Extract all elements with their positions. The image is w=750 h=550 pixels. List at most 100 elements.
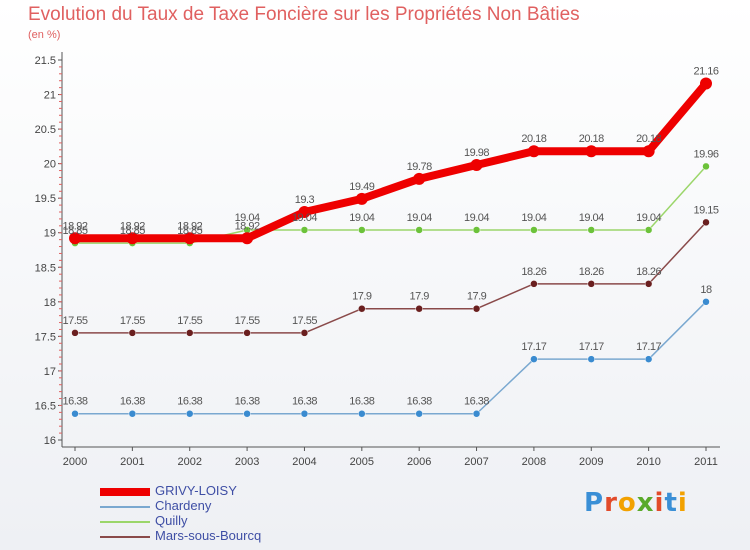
data-label-grivy-loisy: 18.92 <box>235 220 260 232</box>
data-label-quilly: 18.85 <box>177 225 202 237</box>
data-point-chardeny <box>300 409 309 418</box>
data-label-mars-sous-bourcq: 17.55 <box>235 315 260 327</box>
data-point-grivy-loisy <box>470 159 483 172</box>
data-point-mars-sous-bourcq <box>185 329 194 337</box>
data-label-grivy-loisy: 20.18 <box>579 133 604 145</box>
data-point-mars-sous-bourcq <box>300 329 309 337</box>
data-point-mars-sous-bourcq <box>128 329 137 337</box>
data-point-quilly <box>415 226 423 234</box>
x-tick-label: 2010 <box>636 456 660 468</box>
data-label-chardeny: 16.38 <box>464 396 489 408</box>
data-label-quilly: 19.04 <box>292 212 317 224</box>
y-tick-label: 21.5 <box>35 55 56 67</box>
data-point-grivy-loisy <box>642 145 655 158</box>
y-tick-label: 20 <box>44 159 56 171</box>
data-point-mars-sous-bourcq <box>587 280 596 288</box>
y-tick-label: 16.5 <box>35 400 56 412</box>
x-tick-label: 2000 <box>63 456 87 468</box>
logo-letter: i <box>654 488 665 518</box>
data-label-chardeny: 17.17 <box>521 341 546 353</box>
data-label-chardeny: 16.38 <box>120 396 145 408</box>
y-tick-label: 18 <box>44 297 56 309</box>
legend-label: Chardeny <box>155 498 212 513</box>
y-tick-label: 20.5 <box>35 124 56 136</box>
chart-title: Evolution du Taux de Taxe Foncière sur l… <box>28 4 580 25</box>
x-tick-label: 2002 <box>177 456 201 468</box>
data-point-mars-sous-bourcq <box>358 304 366 313</box>
data-label-quilly: 19.04 <box>636 212 661 224</box>
data-point-chardeny <box>71 409 79 418</box>
data-point-grivy-loisy <box>413 172 426 185</box>
x-tick-label: 2001 <box>120 456 144 468</box>
logo-letter: P <box>584 488 605 518</box>
data-point-mars-sous-bourcq <box>243 329 251 337</box>
data-label-mars-sous-bourcq: 17.55 <box>120 315 145 327</box>
legend-label: GRIVY-LOISY <box>155 483 237 498</box>
data-point-mars-sous-bourcq <box>415 304 423 313</box>
data-label-grivy-loisy: 18.92 <box>120 220 145 232</box>
legend-swatch <box>100 536 150 538</box>
data-label-quilly: 18.85 <box>120 225 145 237</box>
y-tick-label: 18.5 <box>35 262 56 274</box>
logo-letter: r <box>604 488 618 518</box>
data-label-quilly: 18.85 <box>62 225 87 237</box>
data-point-grivy-loisy <box>183 232 196 245</box>
data-label-chardeny: 16.38 <box>349 396 374 408</box>
y-tick-label: 19.5 <box>35 193 56 205</box>
data-point-quilly <box>358 226 366 234</box>
data-label-mars-sous-bourcq: 17.55 <box>177 315 202 327</box>
data-label-quilly: 19.04 <box>407 212 432 224</box>
y-tick-label: 21 <box>44 90 56 102</box>
data-label-grivy-loisy: 18.92 <box>62 220 87 232</box>
data-point-mars-sous-bourcq <box>71 329 79 337</box>
data-point-grivy-loisy <box>527 145 540 158</box>
x-tick-label: 2006 <box>407 456 431 468</box>
data-label-grivy-loisy: 19.98 <box>464 147 489 159</box>
data-label-chardeny: 16.38 <box>407 396 432 408</box>
data-point-grivy-loisy <box>585 145 598 158</box>
data-point-grivy-loisy <box>69 232 81 245</box>
data-label-chardeny: 16.38 <box>292 396 317 408</box>
data-point-grivy-loisy <box>298 206 311 218</box>
data-label-grivy-loisy: 19.49 <box>349 181 374 193</box>
data-label-quilly: 19.04 <box>235 212 260 224</box>
x-tick-label: 2009 <box>579 456 603 468</box>
data-label-chardeny: 16.38 <box>62 396 87 408</box>
x-tick-label: 2003 <box>235 456 259 468</box>
data-label-quilly: 19.04 <box>521 212 546 224</box>
data-label-mars-sous-bourcq: 17.55 <box>292 315 317 327</box>
data-label-grivy-loisy: 20.18 <box>636 133 661 145</box>
series-line-quilly <box>74 165 707 244</box>
data-label-grivy-loisy: 21.16 <box>693 65 718 77</box>
data-point-quilly <box>644 226 653 234</box>
data-point-chardeny <box>128 409 137 418</box>
data-label-mars-sous-bourcq: 17.9 <box>352 291 372 303</box>
data-label-mars-sous-bourcq: 17.9 <box>409 291 429 303</box>
legend-swatch <box>100 521 150 523</box>
legend-swatch <box>100 506 150 508</box>
data-label-chardeny: 16.38 <box>235 396 260 408</box>
data-label-chardeny: 18 <box>700 284 712 296</box>
data-point-quilly <box>530 226 538 234</box>
data-label-grivy-loisy: 19.78 <box>407 161 432 173</box>
data-point-chardeny <box>530 355 538 363</box>
data-point-mars-sous-bourcq <box>644 280 653 288</box>
series-line-chardeny <box>74 301 707 415</box>
legend-label: Quilly <box>155 513 188 528</box>
data-point-quilly <box>587 226 596 234</box>
x-tick-label: 2011 <box>694 456 718 468</box>
data-label-mars-sous-bourcq: 17.55 <box>62 315 87 327</box>
x-tick-label: 2005 <box>350 456 374 468</box>
proxiti-logo: Proxiti <box>584 488 688 518</box>
data-point-chardeny <box>243 409 251 418</box>
data-point-chardeny <box>644 355 653 363</box>
unit-label: (en %) <box>28 29 61 41</box>
data-point-chardeny <box>415 409 423 418</box>
data-label-mars-sous-bourcq: 17.9 <box>467 291 487 303</box>
x-tick-label: 2008 <box>522 456 546 468</box>
logo-letter: t <box>664 488 678 518</box>
y-tick-label: 17.5 <box>35 331 56 343</box>
data-label-chardeny: 17.17 <box>579 341 604 353</box>
data-point-grivy-loisy <box>241 232 254 245</box>
